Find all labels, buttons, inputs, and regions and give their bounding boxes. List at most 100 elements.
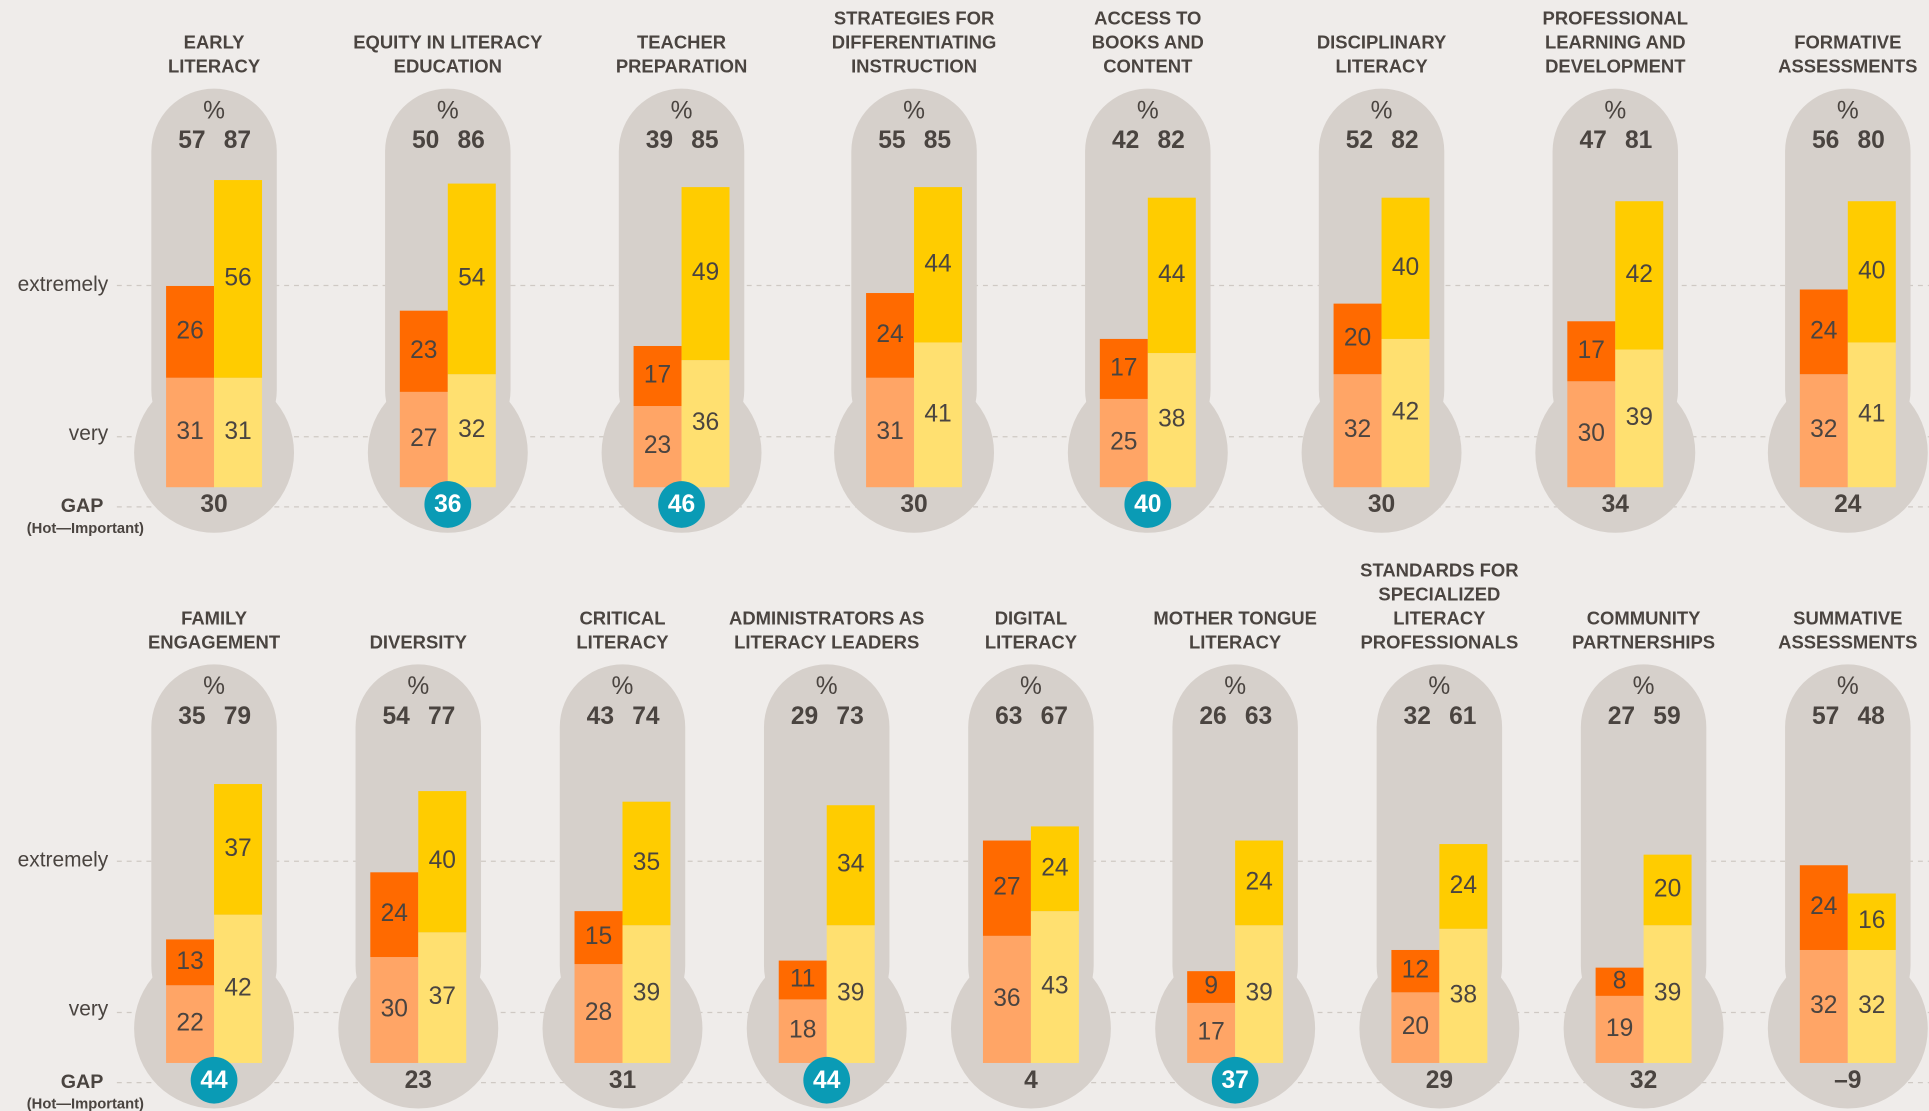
value-label: 11 xyxy=(790,965,816,992)
value-label: 41 xyxy=(924,400,951,427)
panel-title: ACCESS TO xyxy=(1094,8,1201,29)
panel-title: ADMINISTRATORS AS xyxy=(729,607,924,628)
panel-title: FORMATIVE xyxy=(1794,32,1901,53)
value-label: 31 xyxy=(224,418,251,445)
important-total: 79 xyxy=(224,703,251,730)
important-extremely-bar xyxy=(1147,197,1196,354)
important-extremely-bar xyxy=(681,187,730,361)
value-label: 23 xyxy=(410,337,437,364)
important-very-bar xyxy=(214,377,263,488)
important-total: 85 xyxy=(924,127,951,154)
hot-very-bar xyxy=(399,391,448,488)
hot-total: 27 xyxy=(1608,703,1635,730)
hot-total: 42 xyxy=(1112,127,1139,154)
value-label: 28 xyxy=(585,999,612,1026)
panel-title: ENGAGEMENT xyxy=(148,631,281,652)
hot-total: 57 xyxy=(178,127,205,154)
panel-title: CRITICAL xyxy=(579,607,665,628)
value-label: 24 xyxy=(876,321,903,348)
value-label: 39 xyxy=(837,980,864,1007)
gap-value: 30 xyxy=(1368,491,1395,518)
hot-total: 56 xyxy=(1812,127,1839,154)
value-label: 42 xyxy=(1626,261,1653,288)
hot-total: 35 xyxy=(178,703,205,730)
value-label: 43 xyxy=(1041,973,1068,1000)
panel-title: INSTRUCTION xyxy=(851,56,977,77)
value-label: 27 xyxy=(410,425,437,452)
hot-very-bar xyxy=(778,999,827,1063)
important-total: 86 xyxy=(457,127,484,154)
panel-title: LITERACY xyxy=(1335,56,1427,77)
value-label: 9 xyxy=(1204,973,1218,1000)
important-total: 59 xyxy=(1653,703,1680,730)
row-label: very xyxy=(69,422,109,445)
hot-extremely-bar xyxy=(866,293,915,378)
value-label: 37 xyxy=(429,983,456,1010)
hot-total: 57 xyxy=(1812,703,1839,730)
important-very-bar xyxy=(622,925,671,1063)
value-label: 16 xyxy=(1858,907,1885,934)
important-very-bar xyxy=(1643,925,1692,1063)
gap-value: 23 xyxy=(405,1067,432,1094)
important-very-bar xyxy=(1615,349,1664,488)
value-label: 17 xyxy=(644,362,671,389)
value-label: 42 xyxy=(224,974,251,1001)
panel-title: COMMUNITY xyxy=(1587,607,1701,628)
hot-total: 29 xyxy=(791,703,818,730)
hot-very-bar xyxy=(1187,1002,1236,1063)
important-very-bar xyxy=(1235,925,1284,1063)
gap-highlight xyxy=(424,481,472,528)
hot-very-bar xyxy=(1099,398,1148,488)
important-total: 81 xyxy=(1625,127,1652,154)
hot-total: 39 xyxy=(646,127,673,154)
important-extremely-bar xyxy=(1847,893,1896,950)
panel-title: DIFFERENTIATING xyxy=(832,32,997,53)
value-label: 40 xyxy=(1858,257,1885,284)
value-label: 17 xyxy=(1110,354,1137,381)
gap-value: 30 xyxy=(900,491,927,518)
gap-value: 31 xyxy=(609,1067,636,1094)
gap-value: 40 xyxy=(1134,491,1161,518)
hot-very-bar xyxy=(1595,995,1644,1063)
value-label: 40 xyxy=(429,847,456,874)
value-label: 8 xyxy=(1613,967,1627,994)
panel-title: PROFESSIONALS xyxy=(1360,631,1518,652)
value-label: 39 xyxy=(1245,980,1272,1007)
important-very-bar xyxy=(826,925,875,1063)
hot-extremely-bar xyxy=(166,285,215,378)
hot-extremely-bar xyxy=(166,939,215,986)
gap-highlight xyxy=(803,1056,851,1104)
hot-extremely-bar xyxy=(778,960,827,1000)
value-label: 49 xyxy=(692,259,719,286)
gap-value: 37 xyxy=(1221,1067,1248,1094)
hot-very-bar xyxy=(1391,992,1440,1063)
important-very-bar xyxy=(1439,928,1488,1063)
value-label: 34 xyxy=(837,851,864,878)
important-total: 74 xyxy=(632,703,660,730)
unit-label: % xyxy=(1137,98,1159,125)
hot-extremely-bar xyxy=(1595,967,1644,996)
unit-label: % xyxy=(1020,673,1042,700)
important-total: 85 xyxy=(691,127,718,154)
important-total: 63 xyxy=(1245,703,1272,730)
hot-extremely-bar xyxy=(982,840,1031,936)
hot-extremely-bar xyxy=(633,345,682,407)
panel-title: EQUITY IN LITERACY xyxy=(353,32,542,53)
value-label: 31 xyxy=(876,418,903,445)
value-label: 24 xyxy=(381,900,408,927)
important-extremely-bar xyxy=(1847,201,1896,343)
value-label: 32 xyxy=(1810,992,1837,1019)
gap-value: –9 xyxy=(1834,1067,1861,1094)
important-very-bar xyxy=(1381,338,1430,488)
value-label: 32 xyxy=(458,416,485,443)
value-label: 30 xyxy=(1578,420,1605,447)
important-total: 82 xyxy=(1391,127,1418,154)
value-label: 23 xyxy=(644,432,671,459)
value-label: 24 xyxy=(1245,868,1272,895)
hot-extremely-bar xyxy=(1799,289,1848,375)
value-label: 27 xyxy=(993,874,1020,901)
panel-title: SUMMATIVE xyxy=(1793,607,1902,628)
hot-extremely-bar xyxy=(1099,338,1148,399)
hot-very-bar xyxy=(1333,374,1382,488)
